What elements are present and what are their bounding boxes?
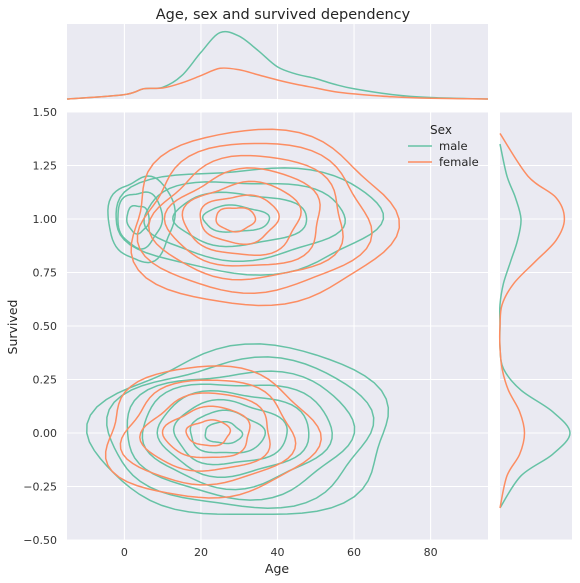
male-contour-level: [106, 356, 375, 509]
y-tick-label: −0.50: [23, 534, 57, 547]
x-tick-label: 60: [347, 546, 361, 559]
x-tick-label: 0: [121, 546, 128, 559]
female-contour-level: [215, 207, 257, 233]
y-tick-label: 0.75: [33, 267, 58, 280]
x-axis-ticks: 0 20 40 60 80: [121, 546, 438, 559]
y-axis-label: Survived: [5, 300, 20, 355]
female-contour-level: [119, 379, 297, 486]
y-tick-label: 1.00: [33, 213, 58, 226]
female-survived-density: [498, 132, 566, 509]
male-contour-level: [204, 420, 244, 445]
x-tick-label: 20: [194, 546, 208, 559]
female-contour-level: [147, 154, 344, 281]
legend: Sex male female: [408, 123, 479, 169]
y-tick-label: 1.50: [33, 106, 58, 119]
female-contour-level: [104, 365, 322, 499]
y-tick-label: 0.25: [33, 374, 58, 387]
male-contour-level: [107, 175, 176, 264]
x-tick-label: 80: [424, 546, 438, 559]
female-contour-level: [181, 180, 302, 256]
chart-title: Age, sex and survived dependency: [156, 7, 411, 23]
legend-label-female: female: [439, 155, 479, 169]
main-contour-panel: [67, 111, 488, 541]
survived-marginal-panel: [498, 111, 572, 541]
male-contour-level: [156, 389, 310, 479]
y-tick-label: 0.50: [33, 320, 58, 333]
female-contour-level: [161, 405, 251, 459]
female-age-density: [66, 67, 489, 100]
legend-title: Sex: [430, 123, 452, 137]
male-contour-level: [172, 191, 308, 248]
age-marginal-panel: [66, 24, 489, 100]
y-axis-ticks: −0.50 −0.25 0.00 0.25 0.50 0.75 1.00 1.25 1.50: [23, 106, 57, 547]
y-tick-label: 0.00: [33, 427, 58, 440]
x-tick-label: 40: [271, 546, 285, 559]
female-contour-level: [199, 194, 280, 246]
male-contour-level: [172, 398, 288, 466]
legend-label-male: male: [439, 139, 468, 153]
female-contour-level: [139, 392, 271, 472]
x-axis-label: Age: [265, 561, 289, 576]
female-contour-level: [130, 128, 401, 307]
male-contour-level: [201, 204, 271, 233]
male-contour-level: [126, 204, 150, 235]
female-contour-level: [185, 419, 232, 447]
female-contour-level: [163, 167, 321, 267]
male-contour-level: [86, 343, 390, 516]
y-tick-label: −0.25: [23, 481, 57, 494]
male-contour-level: [115, 167, 385, 276]
female-contour-level: [136, 142, 373, 294]
male-contour-level: [117, 191, 164, 250]
male-contour-level: [126, 370, 356, 501]
contour-layer: [86, 128, 401, 516]
y-tick-label: 1.25: [33, 160, 58, 173]
